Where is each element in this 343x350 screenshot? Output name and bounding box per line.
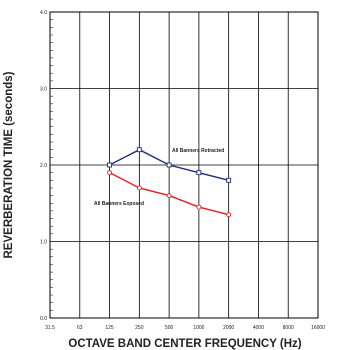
y-tick-label: 4.0	[40, 10, 47, 16]
axes	[49, 11, 319, 319]
series-layer	[107, 147, 232, 218]
x-tick-label: 8000	[283, 325, 294, 331]
data-point	[196, 170, 202, 176]
x-tick-label: 16000	[311, 325, 325, 331]
x-tick-labels: 31.5 63 125 250 500 1000 2000 4000 8000 16000	[45, 325, 325, 331]
y-tick-label: 0.0	[40, 316, 47, 322]
data-point	[136, 185, 142, 191]
y-tick-label: 3.0	[40, 87, 47, 93]
x-tick-label: 31.5	[45, 325, 55, 331]
data-point	[226, 177, 232, 183]
y-tick-labels: 0.0 1.0 2.0 3.0 4.0	[40, 10, 47, 322]
series-label-exposed: All Banners Exposed	[94, 201, 144, 207]
y-tick-label: 2.0	[40, 163, 47, 169]
x-tick-label: 125	[105, 325, 114, 331]
data-point	[196, 204, 202, 210]
series-label-retracted: All Banners Retracted	[172, 148, 224, 154]
data-point	[107, 162, 113, 168]
x-axis-title: OCTAVE BAND CENTER FREQUENCY (Hz)	[68, 338, 301, 350]
x-tick-label: 63	[77, 325, 83, 331]
y-axis-title: REVERBERATION TIME (seconds)	[3, 71, 15, 258]
x-tick-label: 2000	[223, 325, 234, 331]
data-point	[166, 193, 172, 199]
y-tick-label: 1.0	[40, 240, 47, 246]
plot-frame	[49, 11, 319, 319]
x-tick-label: 500	[165, 325, 174, 331]
data-point	[136, 147, 142, 153]
x-tick-label: 250	[135, 325, 144, 331]
series-labels: All Banners Retracted All Banners Exposed	[94, 148, 224, 207]
grid-lines	[49, 11, 319, 319]
data-point	[226, 212, 232, 218]
x-tick-label: 1000	[193, 325, 204, 331]
data-point	[166, 162, 172, 168]
data-point	[107, 170, 113, 176]
x-tick-label: 4000	[253, 325, 264, 331]
